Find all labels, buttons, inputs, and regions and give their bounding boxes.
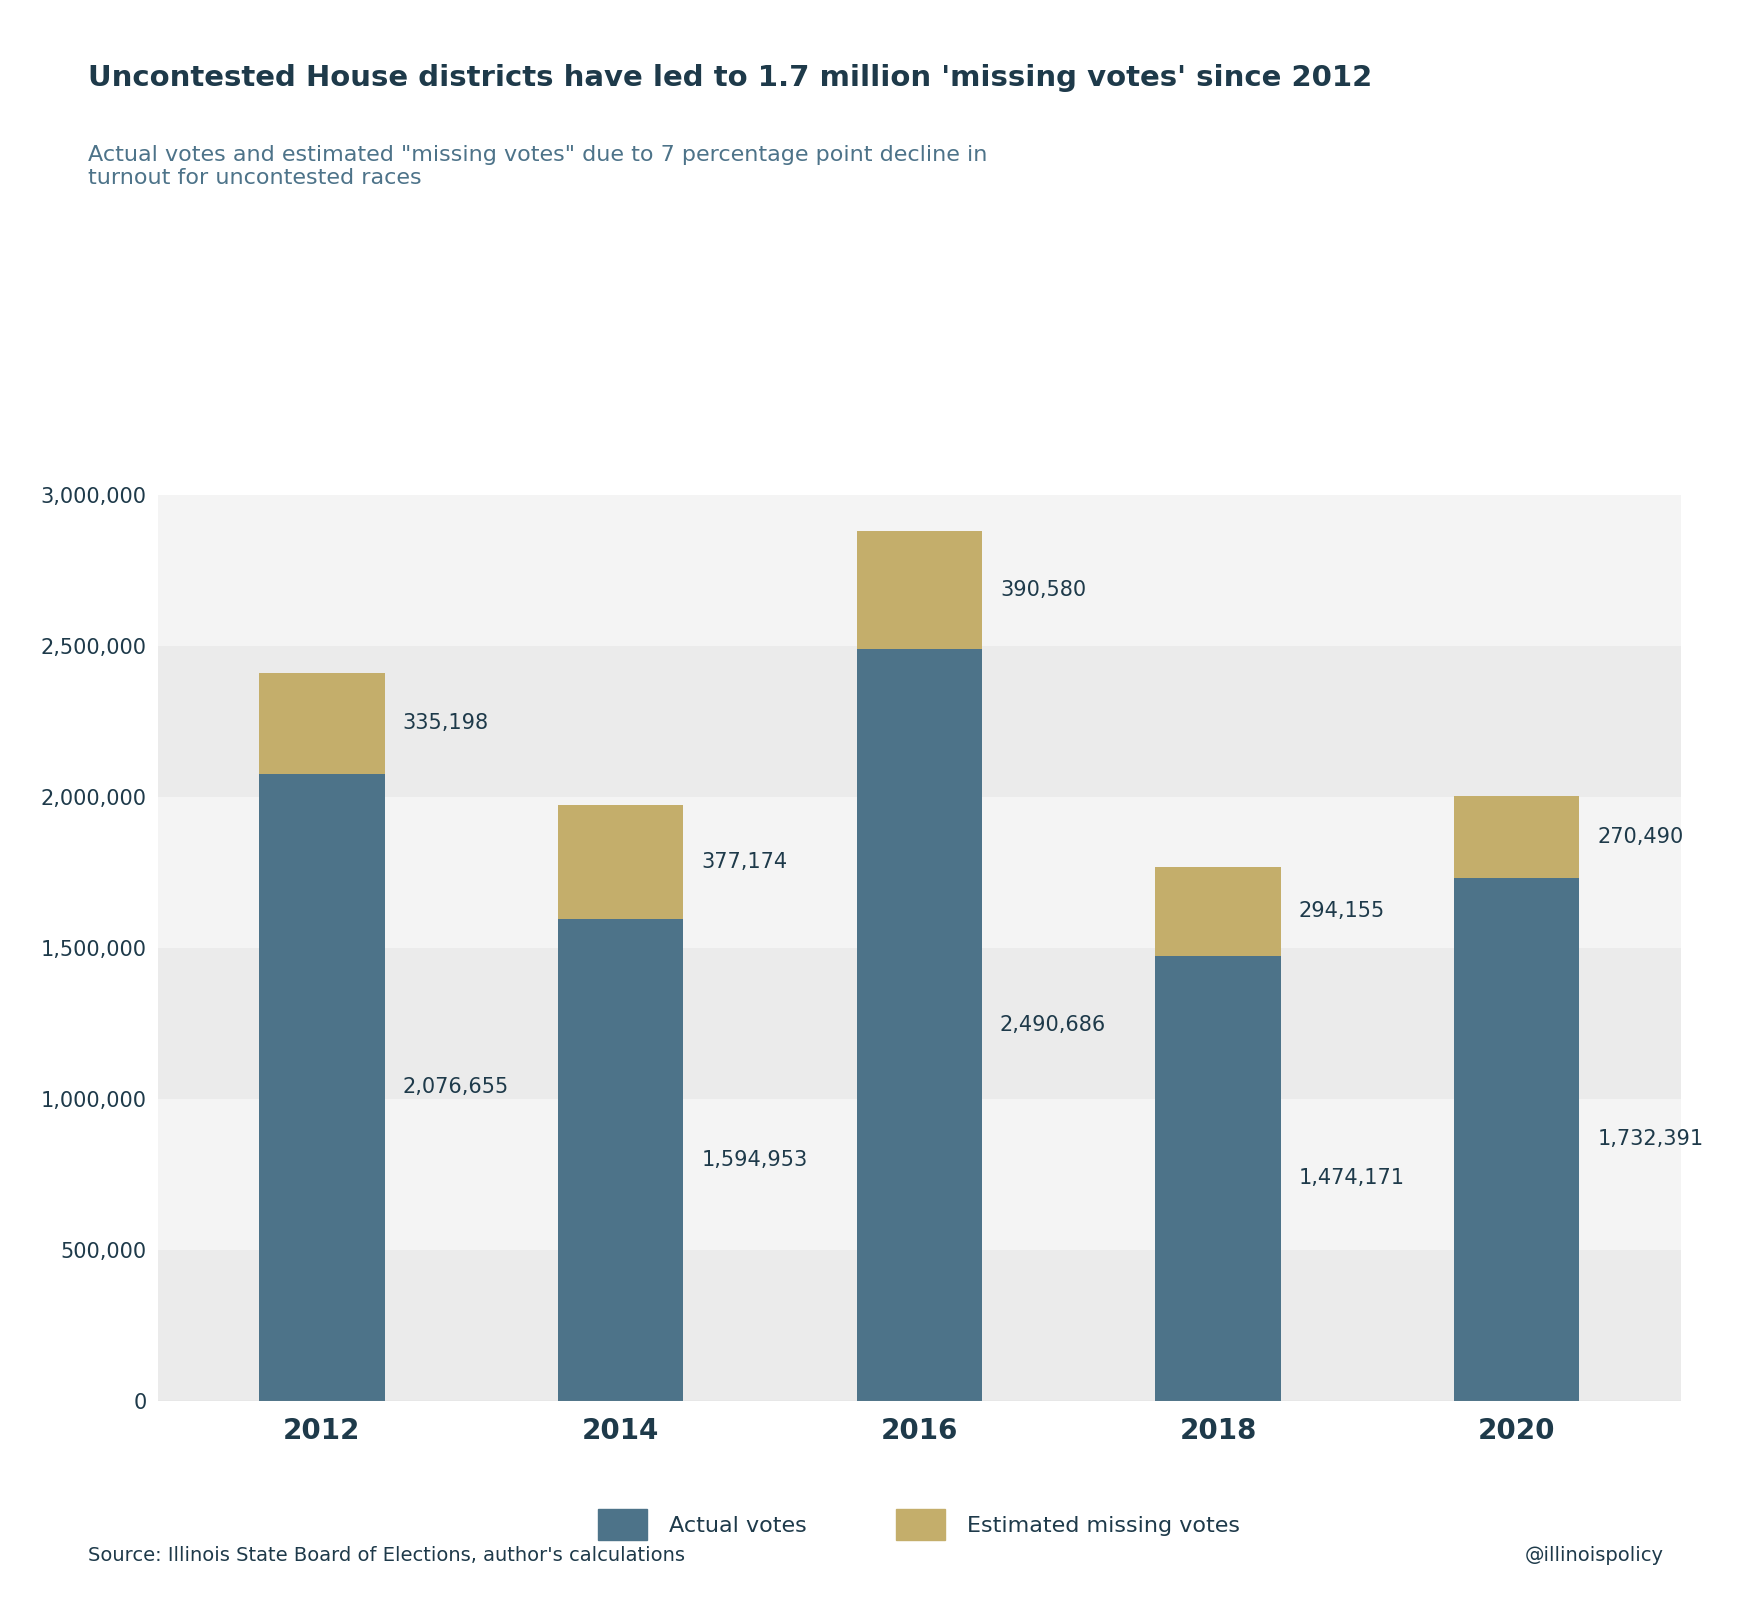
Text: 1,732,391: 1,732,391 (1597, 1129, 1704, 1150)
Bar (1156, 956, 1280, 1401)
Text: Uncontested House districts have led to 1.7 million 'missing votes' since 2012: Uncontested House districts have led to … (88, 64, 1371, 92)
Text: 2,076,655: 2,076,655 (403, 1077, 510, 1098)
Bar (158, 1249, 1681, 1401)
Bar (158, 646, 1681, 797)
Text: 1,474,171: 1,474,171 (1299, 1169, 1404, 1188)
Bar (158, 1098, 1681, 1249)
Bar (1156, 866, 1280, 956)
Text: 2,490,686: 2,490,686 (1000, 1014, 1107, 1035)
Text: Actual votes and estimated "missing votes" due to 7 percentage point decline in
: Actual votes and estimated "missing vote… (88, 145, 988, 188)
Text: 1,594,953: 1,594,953 (700, 1150, 807, 1170)
Legend: Actual votes, Estimated missing votes: Actual votes, Estimated missing votes (590, 1501, 1248, 1549)
Text: Source: Illinois State Board of Elections, author's calculations: Source: Illinois State Board of Election… (88, 1546, 685, 1565)
Text: 377,174: 377,174 (700, 852, 788, 873)
Bar (259, 774, 385, 1401)
Bar (856, 531, 982, 649)
Bar (559, 805, 683, 919)
Bar (856, 649, 982, 1401)
Text: 390,580: 390,580 (1000, 580, 1086, 601)
Bar (158, 496, 1681, 646)
Bar (559, 919, 683, 1401)
Bar (158, 948, 1681, 1098)
Text: 335,198: 335,198 (403, 713, 489, 733)
Text: 270,490: 270,490 (1597, 828, 1683, 847)
Bar (158, 797, 1681, 948)
Bar (259, 673, 385, 774)
Text: @illinoispolicy: @illinoispolicy (1525, 1546, 1663, 1565)
Bar (1453, 877, 1579, 1401)
Bar (1453, 795, 1579, 877)
Text: 294,155: 294,155 (1299, 902, 1385, 921)
